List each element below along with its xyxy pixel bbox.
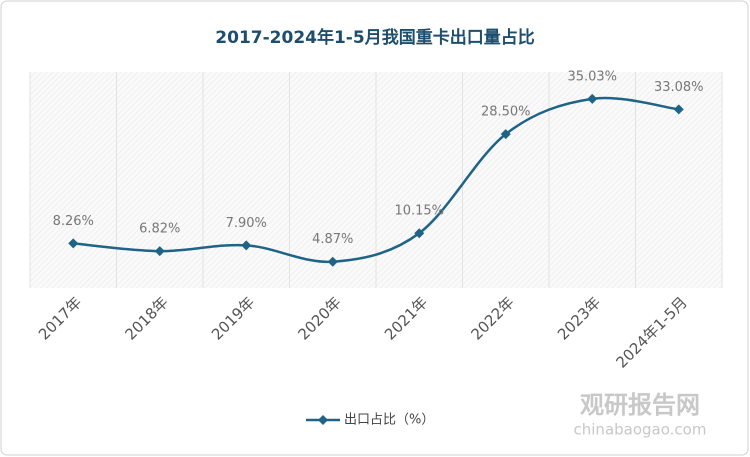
legend-label: 出口占比（%）	[344, 413, 434, 428]
marker	[500, 129, 511, 140]
marker	[414, 228, 425, 239]
data-label: 6.82%	[139, 222, 180, 237]
marker	[327, 256, 338, 267]
data-label: 28.50%	[481, 105, 531, 120]
watermark-url: chinabaogao.com	[574, 421, 707, 439]
data-label: 10.15%	[394, 204, 444, 219]
marker	[587, 93, 598, 104]
data-label: 4.87%	[312, 232, 353, 247]
data-label: 35.03%	[567, 69, 617, 84]
line	[73, 96, 679, 264]
legend-marker	[318, 415, 328, 425]
watermark-brand: 观研报告网	[580, 391, 700, 419]
marker	[241, 240, 252, 251]
chart-title: 2017-2024年1-5月我国重卡出口量占比	[215, 27, 534, 48]
marker	[68, 238, 79, 249]
marker	[673, 104, 684, 115]
data-label: 7.90%	[226, 216, 267, 231]
data-label: 8.26%	[53, 214, 94, 229]
data-label: 33.08%	[654, 80, 704, 95]
marker	[154, 246, 165, 257]
